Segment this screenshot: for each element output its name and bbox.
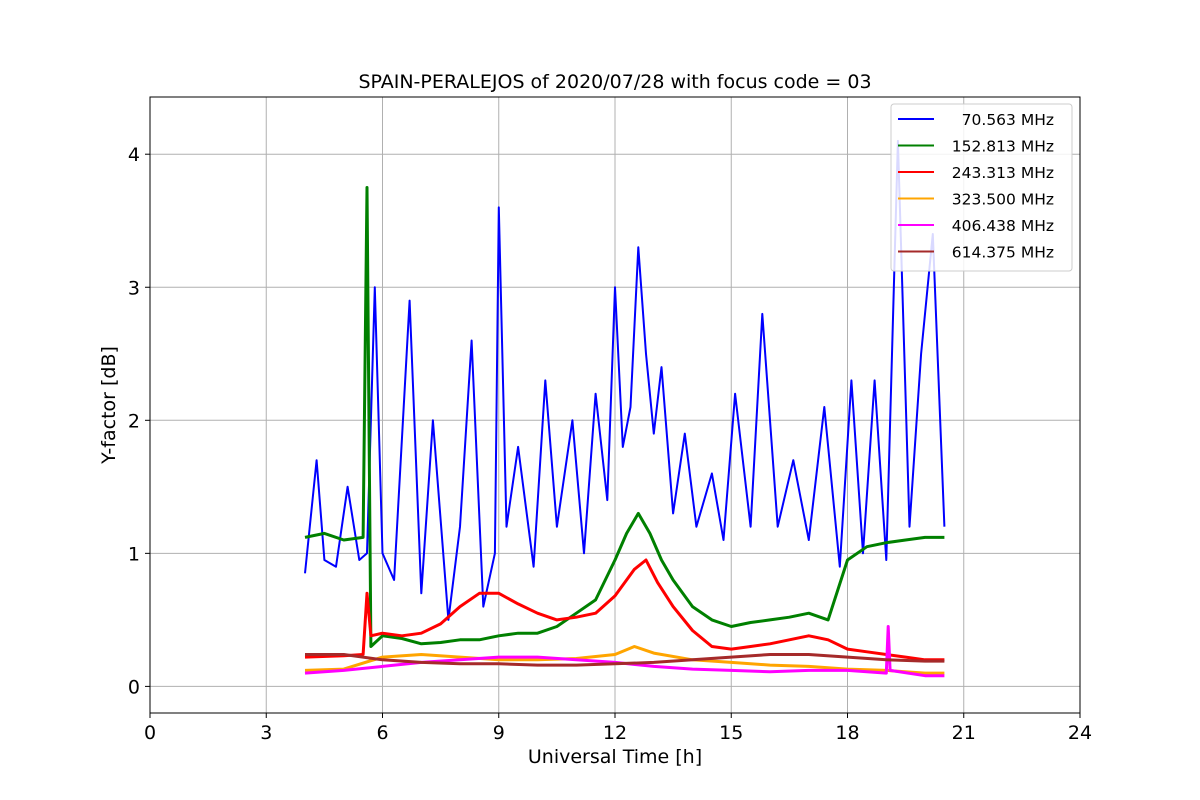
series-line-1 bbox=[304, 139, 946, 621]
x-tick-label: 15 bbox=[719, 722, 743, 744]
series-line-2 bbox=[304, 186, 945, 648]
legend-label: 70.563 MHz bbox=[962, 111, 1054, 129]
x-tick-label: 0 bbox=[144, 722, 156, 744]
plot-lines bbox=[304, 139, 946, 678]
x-axis-label: Universal Time [h] bbox=[528, 746, 702, 768]
legend-label: 406.438 MHz bbox=[952, 217, 1054, 235]
legend-label: 323.500 MHz bbox=[952, 191, 1054, 209]
y-tick-label: 0 bbox=[128, 676, 140, 698]
x-tick-label: 9 bbox=[493, 722, 505, 744]
y-axis-label: Y-factor [dB] bbox=[98, 346, 120, 465]
x-tick-label: 18 bbox=[835, 722, 859, 744]
y-tick-label: 1 bbox=[128, 543, 140, 565]
y-tick-label: 2 bbox=[128, 410, 140, 432]
x-tick-label: 24 bbox=[1068, 722, 1092, 744]
x-tick-label: 12 bbox=[603, 722, 627, 744]
legend-label: 614.375 MHz bbox=[952, 244, 1054, 262]
x-tick-label: 21 bbox=[952, 722, 976, 744]
series-line-6 bbox=[305, 653, 945, 667]
y-tick-label: 4 bbox=[128, 144, 140, 166]
y-tick-label: 3 bbox=[128, 277, 140, 299]
x-tick-label: 3 bbox=[260, 722, 272, 744]
legend-label: 243.313 MHz bbox=[952, 164, 1054, 182]
x-tick-label: 6 bbox=[376, 722, 388, 744]
chart-title: SPAIN-PERALEJOS of 2020/07/28 with focus… bbox=[358, 71, 871, 93]
series-line-3 bbox=[304, 558, 945, 662]
legend-box bbox=[890, 103, 1073, 272]
legend-label: 152.813 MHz bbox=[952, 138, 1054, 156]
legend: 70.563 MHz 152.813 MHz 243.313 MHz 323.500 … bbox=[890, 103, 1073, 272]
